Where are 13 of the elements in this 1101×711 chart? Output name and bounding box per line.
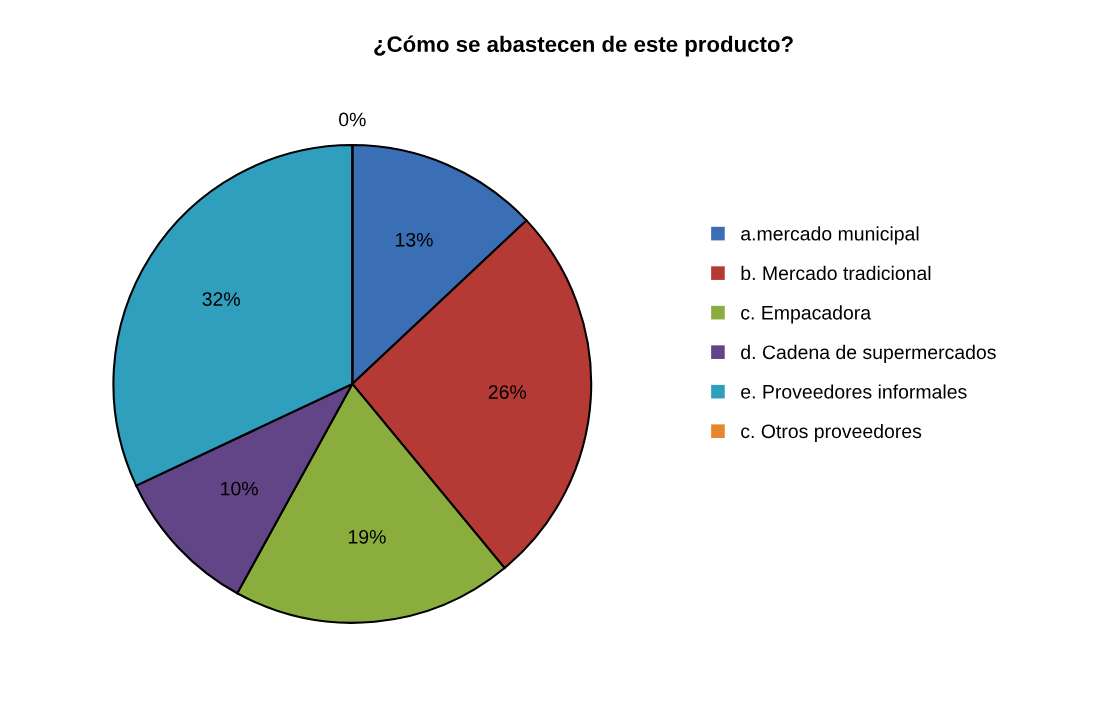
data-label: 19% bbox=[348, 529, 386, 544]
data-label: 26% bbox=[488, 385, 527, 399]
data-label: 10% bbox=[221, 481, 258, 496]
data-label: 32% bbox=[202, 292, 240, 306]
legend-label: c. Empacadora bbox=[741, 305, 872, 324]
text: 0% bbox=[339, 112, 366, 127]
legend-label: e. Proveedores informales bbox=[741, 384, 967, 399]
legend-label: a.mercado municipal bbox=[741, 226, 919, 245]
chart-title: ¿Cómo se abastecen de este producto? bbox=[374, 35, 793, 57]
data-label: 13% bbox=[396, 232, 433, 247]
legend-label: d. Cadena de supermercados bbox=[741, 344, 996, 363]
legend-label: c. Otros proveedores bbox=[741, 423, 922, 443]
legend-label: b. Mercado tradicional bbox=[741, 265, 931, 281]
